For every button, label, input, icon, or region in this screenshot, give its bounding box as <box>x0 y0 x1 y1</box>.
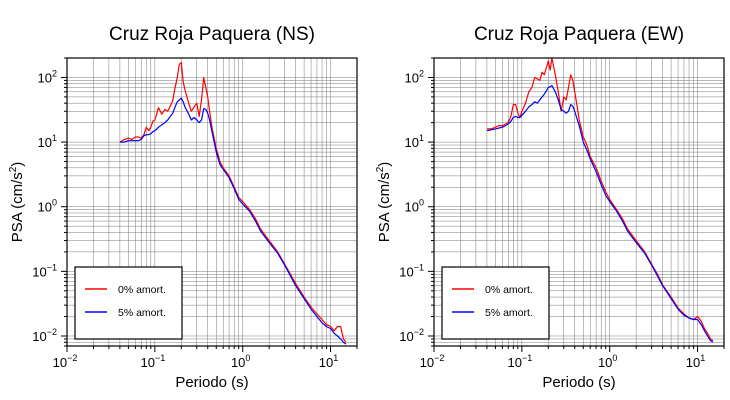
y-tick-label-exp: 0 <box>52 198 57 208</box>
x-axis-ticks <box>433 346 725 352</box>
x-tick-label: 101 <box>686 353 705 370</box>
x-tick-label-base: 10 <box>53 355 67 370</box>
y-axis-label: PSA (cm/s2) <box>8 162 26 243</box>
x-tick-label-exp: −2 <box>67 353 77 363</box>
y-tick-label-base: 10 <box>38 135 52 150</box>
y-axis-label-close: ) <box>9 162 26 167</box>
series-line-5pct <box>486 84 714 343</box>
x-tick-label-exp: 1 <box>700 353 705 363</box>
y-tick-label-exp: 2 <box>52 68 57 78</box>
chart-title: Cruz Roja Paquera (NS) <box>109 24 315 45</box>
y-axis-label: PSA (cm/s2) <box>375 162 393 243</box>
y-axis-label-text: PSA (cm/s <box>376 172 393 242</box>
y-tick-label-exp: −2 <box>414 327 424 337</box>
legend: 0% amort. 5% amort. <box>441 266 550 340</box>
y-tick-label-exp: 0 <box>419 198 424 208</box>
y-axis-label-text: PSA (cm/s <box>9 172 26 242</box>
legend-label-5pct: 5% amort. <box>118 307 166 319</box>
y-tick-label: 10−2 <box>399 327 424 344</box>
y-tick-label-exp: 1 <box>52 133 57 143</box>
y-tick-label: 10−1 <box>32 262 57 279</box>
y-tick-label-exp: −1 <box>47 262 57 272</box>
y-tick-label-exp: −1 <box>414 262 424 272</box>
y-axis-ticks <box>428 57 434 347</box>
y-tick-label: 102 <box>38 68 57 85</box>
x-tick-label: 100 <box>231 353 250 370</box>
series-line-5pct <box>119 97 347 345</box>
legend: 0% amort. 5% amort. <box>74 266 183 340</box>
y-tick-label-base: 10 <box>32 329 46 344</box>
y-axis-label-close: ) <box>376 162 393 167</box>
y-tick-label-base: 10 <box>38 200 52 215</box>
x-tick-label-base: 10 <box>140 355 154 370</box>
y-tick-label-base: 10 <box>399 329 413 344</box>
series-line-0pct <box>119 61 347 343</box>
y-tick-label: 100 <box>405 198 424 215</box>
x-axis-label: Periodo (s) <box>542 374 615 391</box>
x-tick-label-base: 10 <box>686 355 700 370</box>
x-axis-label: Periodo (s) <box>175 374 248 391</box>
y-tick-label: 101 <box>405 133 424 150</box>
y-tick-label: 102 <box>405 68 424 85</box>
legend-box <box>441 266 550 340</box>
y-axis-ticks <box>61 57 67 347</box>
legend-label-5pct: 5% amort. <box>485 307 533 319</box>
y-axis-label-sup: 2 <box>375 166 386 172</box>
chart-title: Cruz Roja Paquera (EW) <box>474 24 684 45</box>
x-tick-label: 100 <box>598 353 617 370</box>
x-axis-ticks <box>66 346 358 352</box>
legend-label-0pct: 0% amort. <box>118 284 166 296</box>
y-tick-label-base: 10 <box>399 264 413 279</box>
legend-box <box>74 266 183 340</box>
x-tick-label-exp: 0 <box>245 353 250 363</box>
x-tick-label-exp: −1 <box>522 353 532 363</box>
x-tick-label-base: 10 <box>507 355 521 370</box>
y-tick-label-base: 10 <box>405 135 419 150</box>
x-tick-label-exp: 0 <box>612 353 617 363</box>
plot-frame <box>66 57 358 347</box>
x-tick-label-base: 10 <box>598 355 612 370</box>
series-line-0pct <box>486 57 714 342</box>
x-tick-label: 10−2 <box>420 353 445 370</box>
y-tick-label: 101 <box>38 133 57 150</box>
x-tick-label-exp: −1 <box>155 353 165 363</box>
x-tick-label: 10−2 <box>53 353 78 370</box>
y-tick-label-base: 10 <box>38 70 52 85</box>
y-tick-label-base: 10 <box>32 264 46 279</box>
legend-label-0pct: 0% amort. <box>485 284 533 296</box>
x-tick-label-exp: −2 <box>434 353 444 363</box>
y-tick-label: 100 <box>38 198 57 215</box>
y-tick-label: 10−1 <box>399 262 424 279</box>
y-tick-label-exp: 1 <box>419 133 424 143</box>
x-tick-label: 101 <box>319 353 338 370</box>
x-tick-label: 10−1 <box>507 353 532 370</box>
x-tick-label-exp: 1 <box>333 353 338 363</box>
y-tick-label: 10−2 <box>32 327 57 344</box>
y-tick-label-base: 10 <box>405 200 419 215</box>
y-tick-label-base: 10 <box>405 70 419 85</box>
x-tick-label: 10−1 <box>140 353 165 370</box>
plot-frame <box>433 57 725 347</box>
y-tick-label-exp: 2 <box>419 68 424 78</box>
x-tick-label-base: 10 <box>231 355 245 370</box>
x-tick-label-base: 10 <box>319 355 333 370</box>
y-tick-label-exp: −2 <box>47 327 57 337</box>
x-tick-label-base: 10 <box>420 355 434 370</box>
y-axis-label-sup: 2 <box>8 166 19 172</box>
